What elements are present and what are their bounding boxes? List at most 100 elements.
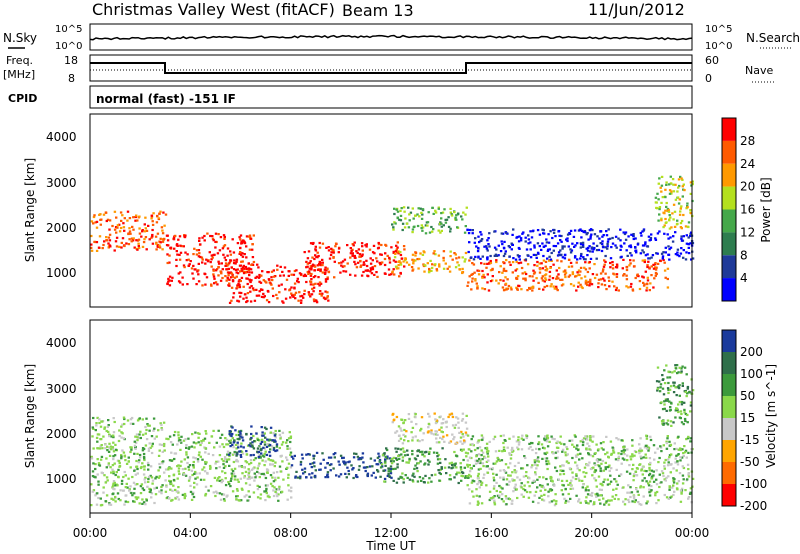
velocity-cell: [272, 448, 276, 451]
velocity-cell: [410, 431, 413, 434]
power-cell: [667, 210, 671, 213]
power-cell: [271, 279, 274, 282]
velocity-cell: [599, 442, 603, 445]
power-cell: [687, 243, 691, 246]
power-cell: [229, 253, 232, 256]
power-cell: [310, 272, 313, 276]
velocity-cell: [239, 450, 242, 453]
velocity-cell: [119, 499, 122, 502]
velocity-cell: [234, 443, 238, 446]
power-cell: [468, 275, 471, 278]
power-cell: [178, 235, 182, 238]
power-cell: [392, 259, 396, 262]
velocity-cell: [639, 447, 642, 450]
velocity-cell: [399, 476, 403, 479]
velocity-cell: [192, 460, 195, 464]
velocity-cell: [574, 477, 578, 481]
power-cell: [600, 249, 604, 253]
velocity-cell: [176, 490, 179, 493]
power-cell: [601, 240, 604, 243]
velocity-cell: [105, 429, 108, 433]
velocity-cell: [480, 434, 484, 437]
power-cell: [417, 267, 420, 270]
power-cell: [144, 216, 147, 219]
power-cell: [411, 269, 414, 272]
power-cell: [544, 273, 548, 276]
power-cell: [507, 284, 511, 288]
power-cell: [516, 254, 520, 257]
power-cell: [475, 245, 478, 248]
power-cell: [168, 279, 171, 282]
velocity-cell: [680, 456, 684, 459]
power-cell: [156, 243, 159, 247]
power-cell: [685, 242, 689, 245]
velocity-cell: [544, 488, 547, 491]
velocity-cell: [239, 454, 242, 457]
velocity-cell: [278, 485, 281, 488]
velocity-cell: [168, 475, 171, 478]
power-cell: [328, 257, 332, 260]
velocity-cell: [666, 419, 670, 422]
velocity-cell: [510, 502, 513, 505]
velocity-cell: [141, 433, 145, 436]
power-colorbar-tick: 24: [740, 157, 755, 171]
power-cell: [98, 235, 102, 238]
power-cell: [239, 279, 242, 283]
velocity-cell: [686, 392, 689, 395]
power-cell: [469, 256, 472, 259]
velocity-cell: [630, 491, 634, 494]
velocity-cell: [464, 476, 467, 479]
power-cell: [229, 250, 232, 253]
power-cell: [393, 221, 396, 224]
velocity-cell: [604, 468, 607, 471]
power-cell: [428, 231, 432, 234]
power-cell: [471, 277, 474, 280]
velocity-cell: [204, 462, 207, 465]
power-cell: [154, 235, 158, 238]
power-cell: [248, 267, 251, 270]
power-cell: [518, 247, 521, 250]
velocity-cell: [663, 461, 666, 464]
velocity-cell: [658, 481, 662, 484]
power-cell: [177, 238, 180, 241]
power-panel-frame: [89, 113, 693, 308]
power-cell: [311, 287, 314, 290]
power-cell: [622, 274, 625, 277]
power-cell: [341, 265, 345, 268]
power-cell: [175, 258, 178, 261]
power-cell: [584, 268, 588, 271]
power-cell: [284, 288, 287, 291]
velocity-cell: [520, 448, 524, 451]
velocity-cell: [559, 465, 562, 468]
velocity-cell: [642, 456, 645, 459]
velocity-cell: [258, 476, 261, 479]
velocity-cell: [124, 494, 127, 497]
power-cell: [323, 271, 326, 274]
velocity-cell: [249, 438, 252, 441]
power-cell: [300, 299, 303, 302]
velocity-cell: [136, 419, 140, 422]
velocity-cell: [301, 457, 304, 460]
power-cell: [503, 252, 507, 255]
velocity-cell: [258, 462, 261, 465]
velocity-cell: [476, 459, 479, 462]
velocity-cell: [609, 440, 613, 443]
velocity-cell: [571, 471, 574, 474]
velocity-cell: [271, 463, 274, 466]
power-cell: [437, 206, 440, 209]
power-cell: [217, 233, 220, 236]
velocity-cell: [522, 438, 525, 441]
velocity-cell: [561, 493, 565, 496]
velocity-cell: [411, 453, 414, 456]
velocity-cell: [527, 496, 531, 499]
velocity-cell: [436, 455, 439, 458]
power-cell: [567, 245, 570, 248]
velocity-cell: [443, 440, 446, 443]
power-cell: [228, 301, 232, 304]
power-cell: [325, 246, 328, 249]
velocity-cell: [274, 490, 277, 493]
power-cell: [547, 259, 551, 262]
power-cell: [137, 246, 141, 250]
velocity-cell: [162, 460, 165, 463]
power-cell: [515, 277, 519, 280]
